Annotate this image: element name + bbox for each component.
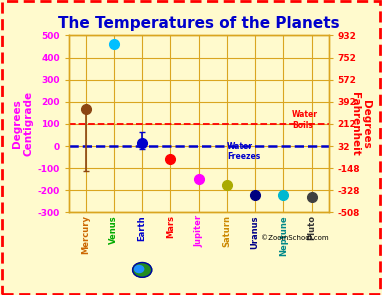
Text: Mercury: Mercury bbox=[81, 215, 90, 254]
Text: Venus: Venus bbox=[109, 215, 118, 244]
Text: ©ZoomSchool.com: ©ZoomSchool.com bbox=[261, 235, 329, 240]
Text: Earth: Earth bbox=[138, 215, 147, 241]
Y-axis label: Degrees
Fahrenheit: Degrees Fahrenheit bbox=[350, 92, 371, 156]
Text: Water
Boils: Water Boils bbox=[292, 110, 318, 130]
Title: The Temperatures of the Planets: The Temperatures of the Planets bbox=[58, 17, 340, 32]
Text: Pluto: Pluto bbox=[307, 215, 316, 240]
Text: Water
Freezes: Water Freezes bbox=[227, 142, 260, 161]
Text: Saturn: Saturn bbox=[222, 215, 231, 247]
Text: Uranus: Uranus bbox=[251, 215, 260, 249]
Text: Neptune: Neptune bbox=[279, 215, 288, 256]
Text: Mars: Mars bbox=[166, 215, 175, 238]
Text: Jupiter: Jupiter bbox=[194, 215, 203, 247]
Y-axis label: Degrees
Centigrade: Degrees Centigrade bbox=[12, 91, 33, 156]
